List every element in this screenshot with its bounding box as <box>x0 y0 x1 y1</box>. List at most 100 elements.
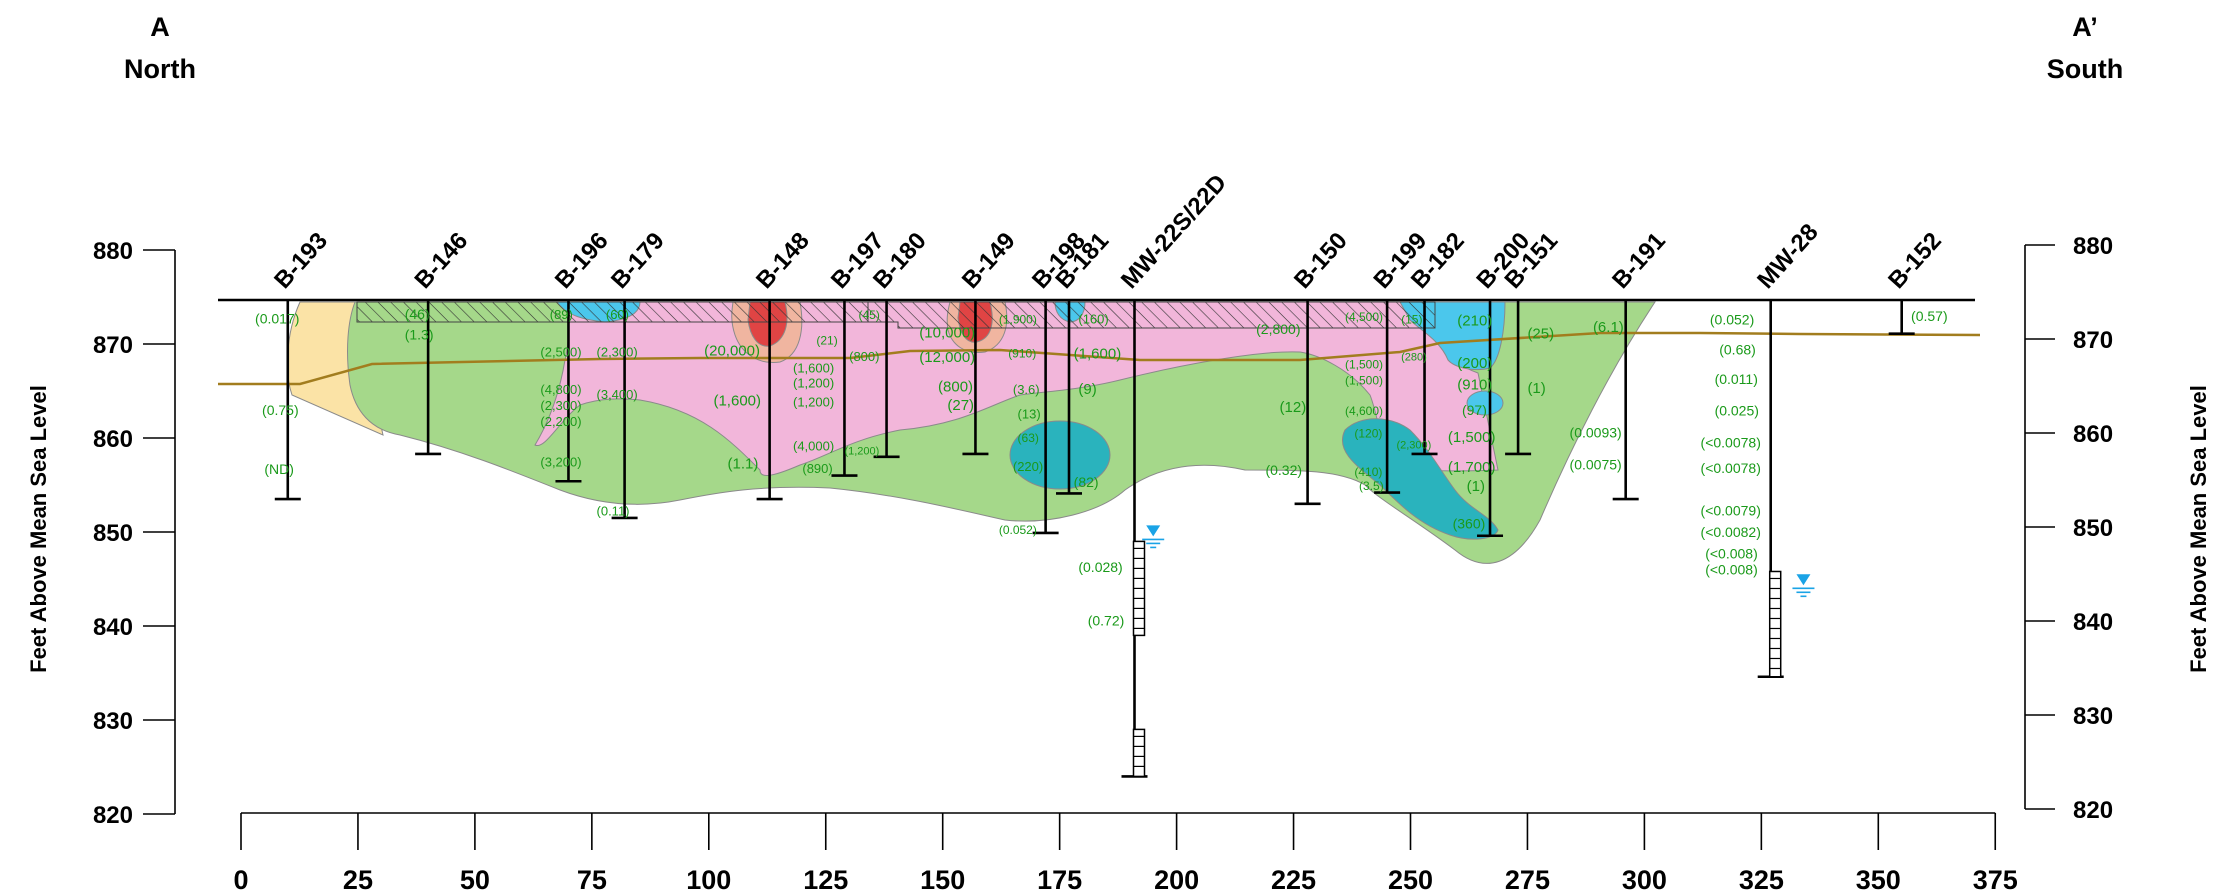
concentration-label: (27) <box>947 397 974 414</box>
concentration-label: (910) <box>1457 376 1492 393</box>
y-axis-title-right: Feet Above Mean Sea Level <box>2186 385 2211 673</box>
y-tick-label-left: 850 <box>93 520 133 547</box>
concentration-label: (12) <box>1280 399 1307 416</box>
concentration-label: (2,300) <box>597 345 638 360</box>
section-start-letter: A <box>150 12 170 42</box>
concentration-label: (<0.008) <box>1705 562 1758 578</box>
y-axis-title-left: Feet Above Mean Sea Level <box>26 385 51 673</box>
concentration-label: (82) <box>1074 474 1099 490</box>
mw-28-screen <box>1768 570 1782 678</box>
y-tick-label-right: 860 <box>2073 421 2113 448</box>
y-tick-label-left: 860 <box>93 426 133 453</box>
concentration-label: (890) <box>802 461 832 476</box>
concentration-label: (2,300) <box>540 398 581 413</box>
concentration-label: (89) <box>550 307 573 322</box>
concentration-labels: (0.017) (0.75) (ND) (46) (1.3) (89) (60) (2,500… <box>255 306 1948 628</box>
section-start-direction: North <box>124 54 196 84</box>
concentration-label: (0.0075) <box>1570 456 1622 472</box>
x-tick-label: 325 <box>1739 865 1784 895</box>
x-tick-label: 75 <box>577 865 607 895</box>
y-tick-label-right: 870 <box>2073 327 2113 354</box>
x-tick-label: 0 <box>233 865 248 895</box>
concentration-label: (3,400) <box>597 387 638 402</box>
teal-zone-b181 <box>1009 420 1111 490</box>
concentration-label: (410) <box>1354 465 1382 479</box>
concentration-label: (0.052) <box>1710 312 1754 328</box>
x-tick-label: 150 <box>920 865 965 895</box>
concentration-label: (6.1) <box>1593 319 1624 336</box>
concentration-label: (<0.0078) <box>1701 460 1761 476</box>
concentration-label: (2,800) <box>1256 321 1300 337</box>
concentration-label: (0.0093) <box>1570 424 1622 440</box>
concentration-label: (1) <box>1467 478 1485 495</box>
concentration-label: (15) <box>1401 313 1422 327</box>
concentration-label: (800) <box>938 378 973 395</box>
concentration-label: (3.6) <box>1013 382 1040 397</box>
x-tick-label: 225 <box>1271 865 1316 895</box>
concentration-label: (60) <box>606 307 629 322</box>
concentration-label: (ND) <box>264 461 294 477</box>
concentration-label: (<0.008) <box>1705 546 1758 562</box>
teal-zone-b199 <box>1342 418 1499 540</box>
concentration-label: (2,500) <box>540 345 581 360</box>
x-tick-label: 125 <box>803 865 848 895</box>
x-tick-label: 25 <box>343 865 373 895</box>
concentration-label: (910) <box>1008 346 1036 360</box>
concentration-label: (1.3) <box>405 327 434 343</box>
y-tick-label-left: 870 <box>93 332 133 359</box>
x-tick-label: 175 <box>1037 865 1082 895</box>
water-level-symbols <box>1142 525 1815 598</box>
y-tick-label-left: 840 <box>93 614 133 641</box>
concentration-label: (45) <box>858 308 879 322</box>
concentration-label: (210) <box>1457 313 1492 330</box>
x-tick-label: 250 <box>1388 865 1433 895</box>
water-level-symbol <box>1142 525 1165 549</box>
y-tick-label-right: 850 <box>2073 515 2113 542</box>
x-tick-label: 275 <box>1505 865 1550 895</box>
concentration-label: (0.68) <box>1719 342 1756 358</box>
concentration-label: (1,200) <box>844 445 879 457</box>
concentration-label: (1,200) <box>793 376 834 391</box>
section-end-direction: South <box>2047 54 2123 84</box>
concentration-label: (<0.0078) <box>1701 435 1761 451</box>
concentration-label: (2,200) <box>540 414 581 429</box>
x-tick-label: 350 <box>1856 865 1901 895</box>
concentration-label: (0.72) <box>1088 612 1125 628</box>
x-tick-label: 200 <box>1154 865 1199 895</box>
concentration-label: (0.011) <box>1715 371 1758 387</box>
concentration-label: (220) <box>1013 459 1043 474</box>
boring-id-label: B-191 <box>1607 227 1671 294</box>
boring-id-label: MW-22S/22D <box>1116 169 1232 294</box>
concentration-label: (800) <box>849 349 879 364</box>
concentration-label: (1,900) <box>999 313 1037 327</box>
y-tick-label-left: 830 <box>93 708 133 735</box>
y-tick-label-right: 880 <box>2073 233 2113 260</box>
concentration-label: (200) <box>1457 355 1492 372</box>
concentration-label: (4,000) <box>793 439 834 454</box>
concentration-label: (280) <box>1401 351 1427 363</box>
concentration-label: (1,600) <box>713 392 761 409</box>
concentration-label: (0.028) <box>1078 559 1122 575</box>
concentration-label: (12,000) <box>919 349 975 366</box>
concentration-label: (0.017) <box>255 311 299 327</box>
water-level-triangle-icon <box>1146 525 1161 537</box>
x-tick-label: 100 <box>686 865 731 895</box>
concentration-label: (1,600) <box>1074 345 1122 362</box>
section-end-letter: A’ <box>2072 12 2098 42</box>
concentration-label: (1.1) <box>728 455 759 472</box>
concentration-label: (9) <box>1078 381 1096 398</box>
y-tick-label-right: 830 <box>2073 703 2113 730</box>
y-tick-label-left: 820 <box>93 802 133 829</box>
concentration-label: (1,500) <box>1448 429 1496 446</box>
well-screens <box>1132 540 1782 778</box>
hatched-fill-right <box>867 301 1436 329</box>
concentration-label: (21) <box>816 333 837 347</box>
boring-id-label: B-148 <box>751 227 815 294</box>
concentration-label: (120) <box>1354 426 1382 440</box>
concentration-label: (4,600) <box>1345 404 1383 418</box>
x-tick-label: 375 <box>1973 865 2018 895</box>
y-tick-label-right: 840 <box>2073 609 2113 636</box>
boring-id-label: MW-28 <box>1752 219 1823 294</box>
water-level-triangle-icon <box>1796 574 1811 586</box>
